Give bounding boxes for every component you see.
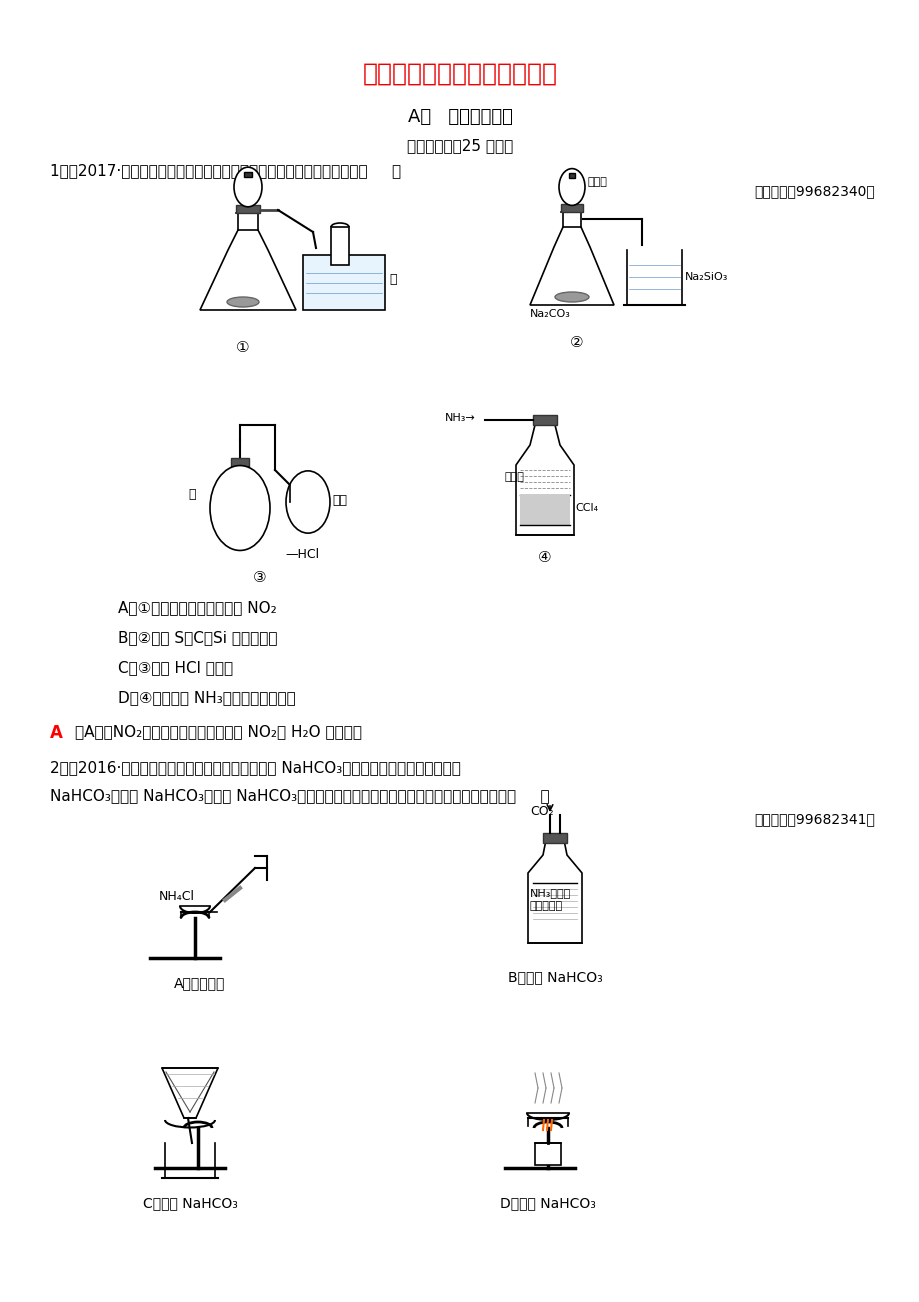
Text: NH₃→: NH₃→: [445, 413, 475, 423]
FancyBboxPatch shape: [542, 833, 566, 842]
Circle shape: [559, 168, 584, 206]
Text: A组   专项基础达标: A组 专项基础达标: [407, 108, 512, 126]
FancyBboxPatch shape: [568, 173, 574, 178]
Text: C．③验证 HCl 溶解性: C．③验证 HCl 溶解性: [118, 660, 233, 674]
Text: CCl₄: CCl₄: [574, 503, 597, 513]
FancyBboxPatch shape: [231, 458, 249, 467]
Ellipse shape: [554, 292, 588, 302]
Text: B．制取 NaHCO₃: B．制取 NaHCO₃: [507, 970, 602, 984]
Text: 水: 水: [389, 273, 396, 286]
Text: 2．（2016·江苏高考）根据侯氏制砍原理制备少量 NaHCO₃的实验，经过制取氨气、制取: 2．（2016·江苏高考）根据侯氏制砍原理制备少量 NaHCO₃的实验，经过制取…: [50, 760, 460, 775]
FancyBboxPatch shape: [302, 255, 384, 310]
Text: 气球: 气球: [332, 493, 346, 506]
Polygon shape: [199, 230, 296, 310]
Text: A: A: [50, 724, 62, 742]
Polygon shape: [519, 495, 570, 525]
Text: 稀确酸: 稀确酸: [505, 473, 525, 482]
Polygon shape: [162, 1068, 218, 1118]
Text: ②: ②: [570, 335, 584, 350]
Text: ①: ①: [236, 340, 250, 355]
Text: 稀确酸: 稀确酸: [586, 177, 607, 187]
Text: ［A项，NO₂不能用排水法收集，因为 NO₂与 H₂O 反应。］: ［A项，NO₂不能用排水法收集，因为 NO₂与 H₂O 反应。］: [75, 724, 361, 740]
Text: B．②比较 S、C、Si 的非金属性: B．②比较 S、C、Si 的非金属性: [118, 630, 278, 644]
Text: 『导学号：99682341』: 『导学号：99682341』: [754, 812, 874, 825]
Text: ③: ③: [253, 570, 267, 585]
Polygon shape: [529, 227, 613, 305]
Polygon shape: [528, 840, 582, 943]
Text: —HCl: —HCl: [285, 548, 319, 561]
Text: CO₂: CO₂: [529, 805, 553, 818]
Text: （建议用时：25 分钟）: （建议用时：25 分钟）: [406, 138, 513, 154]
Circle shape: [286, 471, 330, 533]
FancyBboxPatch shape: [236, 204, 260, 214]
FancyBboxPatch shape: [331, 227, 348, 266]
Text: 水: 水: [187, 488, 196, 501]
Text: 气体的实验室制法和性质探究: 气体的实验室制法和性质探究: [362, 62, 557, 86]
Text: NaHCO₃、分离 NaHCO₃、干燥 NaHCO₃四个步骤。下列图示装置和原理能达到实验目的的是（     ）: NaHCO₃、分离 NaHCO₃、干燥 NaHCO₃四个步骤。下列图示装置和原理…: [50, 788, 549, 803]
FancyBboxPatch shape: [532, 415, 556, 424]
Text: A．①用铜和浓确酸制取少量 NO₂: A．①用铜和浓确酸制取少量 NO₂: [118, 600, 277, 615]
Text: D．干燥 NaHCO₃: D．干燥 NaHCO₃: [500, 1197, 596, 1210]
Circle shape: [210, 466, 269, 551]
Polygon shape: [516, 424, 573, 535]
Ellipse shape: [227, 297, 259, 307]
Text: 的饱和溶液: 的饱和溶液: [529, 901, 562, 911]
FancyBboxPatch shape: [561, 204, 583, 212]
Text: Na₂SiO₃: Na₂SiO₃: [685, 272, 728, 283]
Text: 『导学号：99682340』: 『导学号：99682340』: [754, 184, 874, 198]
Text: 1．（2017·石家庄模拟）下列实验方案不能达到相应实验预期目的的是（     ）: 1．（2017·石家庄模拟）下列实验方案不能达到相应实验预期目的的是（ ）: [50, 163, 401, 178]
Text: A．制取氨气: A．制取氨气: [174, 976, 225, 990]
Text: Na₂CO₃: Na₂CO₃: [529, 309, 571, 319]
Text: NH₄Cl: NH₄Cl: [159, 891, 195, 904]
Text: D．④用于吸收 NH₃尾气，并防止倒吸: D．④用于吸收 NH₃尾气，并防止倒吸: [118, 690, 295, 704]
Text: C．分离 NaHCO₃: C．分离 NaHCO₃: [142, 1197, 237, 1210]
FancyBboxPatch shape: [535, 1143, 561, 1165]
FancyBboxPatch shape: [244, 172, 252, 177]
Circle shape: [233, 167, 262, 207]
Text: ④: ④: [538, 549, 551, 565]
Text: NH₃和食盐: NH₃和食盐: [529, 888, 571, 898]
